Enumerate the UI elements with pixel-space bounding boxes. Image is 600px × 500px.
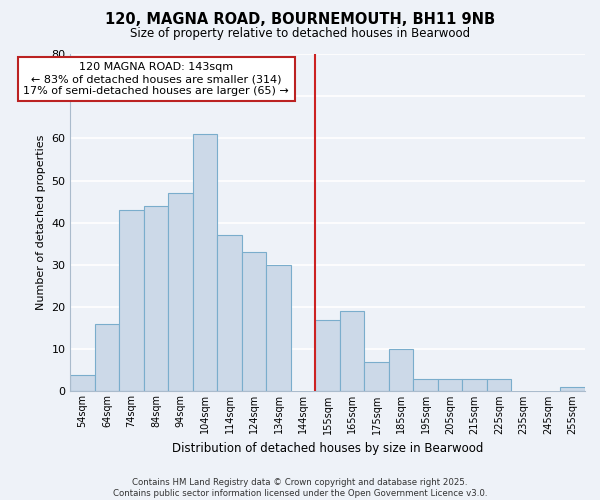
Bar — [413, 378, 438, 392]
Bar — [144, 206, 169, 392]
Bar — [438, 378, 463, 392]
Bar — [389, 349, 413, 392]
Text: 120, MAGNA ROAD, BOURNEMOUTH, BH11 9NB: 120, MAGNA ROAD, BOURNEMOUTH, BH11 9NB — [105, 12, 495, 28]
Bar — [169, 193, 193, 392]
Bar — [316, 320, 340, 392]
Text: Size of property relative to detached houses in Bearwood: Size of property relative to detached ho… — [130, 28, 470, 40]
Y-axis label: Number of detached properties: Number of detached properties — [36, 135, 46, 310]
Text: 120 MAGNA ROAD: 143sqm
← 83% of detached houses are smaller (314)
17% of semi-de: 120 MAGNA ROAD: 143sqm ← 83% of detached… — [23, 62, 289, 96]
Bar — [364, 362, 389, 392]
Bar — [463, 378, 487, 392]
Bar — [560, 387, 585, 392]
Bar — [70, 374, 95, 392]
Text: Contains HM Land Registry data © Crown copyright and database right 2025.
Contai: Contains HM Land Registry data © Crown c… — [113, 478, 487, 498]
Bar — [95, 324, 119, 392]
Bar — [487, 378, 511, 392]
Bar — [242, 252, 266, 392]
Bar — [119, 210, 144, 392]
Bar — [217, 236, 242, 392]
X-axis label: Distribution of detached houses by size in Bearwood: Distribution of detached houses by size … — [172, 442, 484, 455]
Bar — [193, 134, 217, 392]
Bar — [266, 265, 291, 392]
Bar — [340, 312, 364, 392]
